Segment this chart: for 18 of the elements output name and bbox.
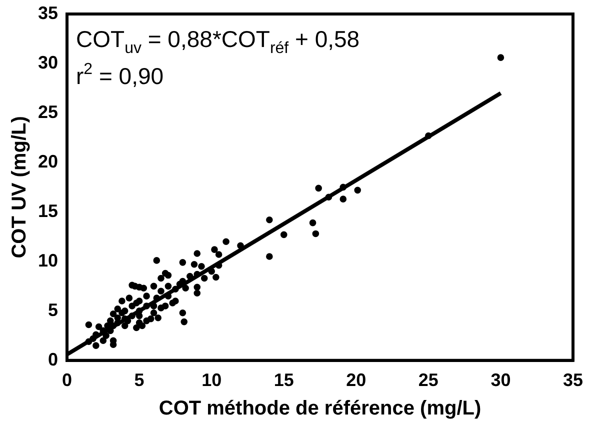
y-tick-label: 15 xyxy=(38,200,58,221)
x-tick-label: 30 xyxy=(490,370,511,390)
x-tick-label: 15 xyxy=(274,370,294,390)
x-tick-label: 5 xyxy=(134,370,144,390)
y-axis-title: COT UV (mg/L) xyxy=(8,116,31,258)
x-tick-label: 20 xyxy=(346,370,366,390)
y-tick-label: 30 xyxy=(38,52,58,72)
y-tick-label: 0 xyxy=(48,349,58,370)
x-tick-label: 0 xyxy=(62,370,72,390)
y-tick-label: 20 xyxy=(38,151,58,172)
y-tick-label: 25 xyxy=(38,102,58,122)
x-axis-title: COT méthode de référence (mg/L) xyxy=(158,398,482,420)
y-tick-label: 5 xyxy=(48,300,58,320)
y-tick-label: 10 xyxy=(38,250,58,270)
x-tick-label: 35 xyxy=(562,370,584,390)
y-tick-label: 35 xyxy=(38,2,58,23)
x-tick-label: 25 xyxy=(418,370,438,390)
x-tick-label: 10 xyxy=(202,370,222,390)
